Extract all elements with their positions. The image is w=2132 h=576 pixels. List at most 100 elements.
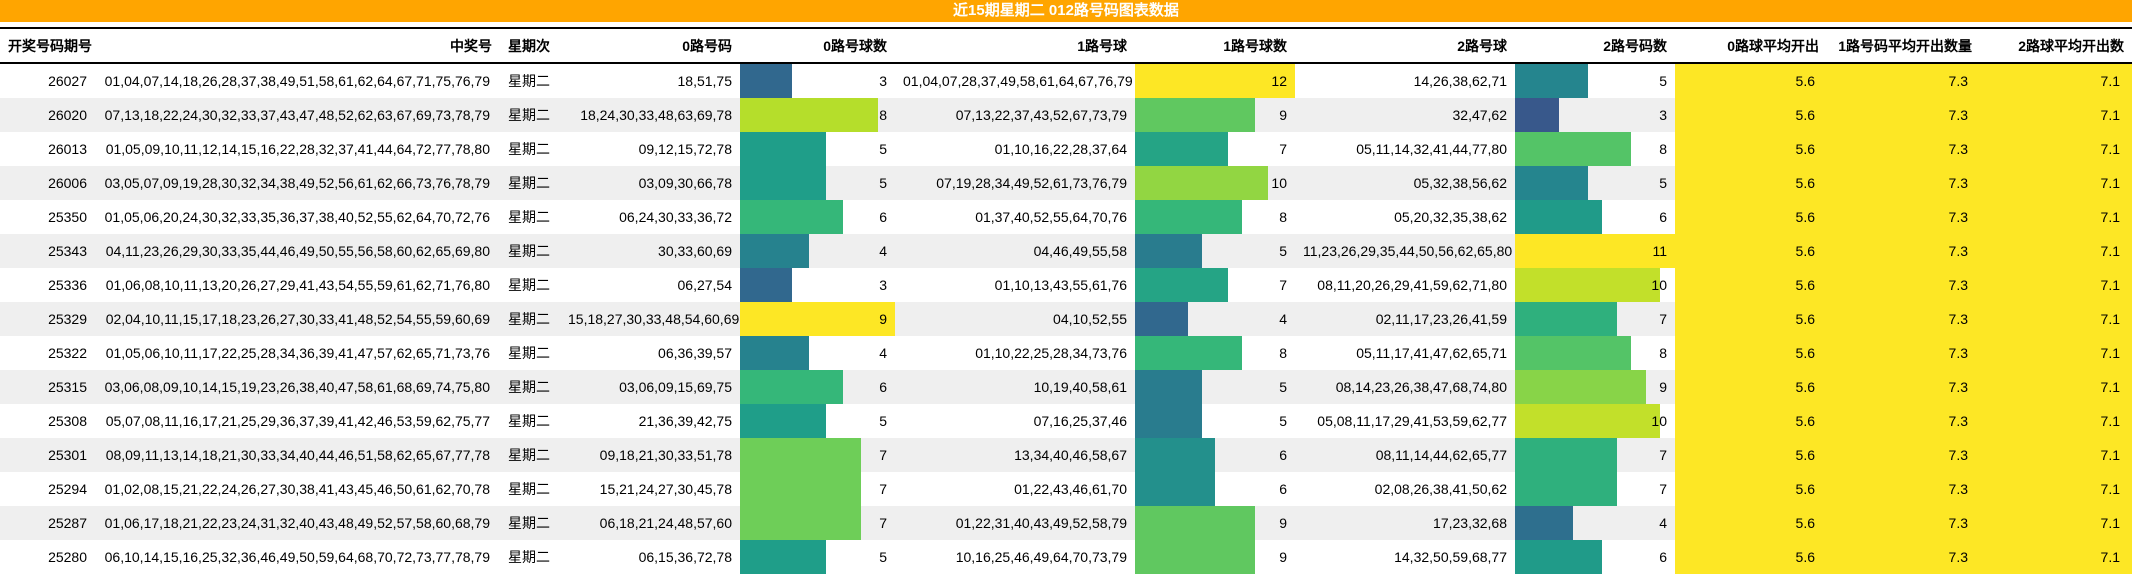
road2-numbers-cell: 02,11,17,23,26,41,59 xyxy=(1375,311,1507,327)
road1-numbers-cell: 07,13,22,37,43,52,67,73,79 xyxy=(955,107,1127,123)
road0-count-value: 7 xyxy=(879,481,887,497)
road1-count: 6 xyxy=(1135,438,1295,472)
avg1-cell: 7.3 xyxy=(1827,404,1980,438)
period-cell: 26013 xyxy=(48,141,87,157)
period-cell: 25308 xyxy=(48,413,87,429)
avg0-cell: 5.6 xyxy=(1675,404,1827,438)
road1-count-value: 7 xyxy=(1279,277,1287,293)
road1-count-value: 10 xyxy=(1271,175,1287,191)
col-header-avg2: 2路球平均开出数 xyxy=(1980,27,2132,64)
avg1-cell: 7.3 xyxy=(1827,63,1980,98)
col-header-avg0: 0路球平均开出 xyxy=(1675,27,1827,64)
road1-numbers-cell: 01,10,16,22,28,37,64 xyxy=(994,141,1127,157)
road2-count-value: 5 xyxy=(1659,175,1667,191)
road1-numbers-cell: 01,04,07,28,37,49,58,61,64,67,76,79 xyxy=(903,73,1133,89)
road1-count: 6 xyxy=(1135,472,1295,506)
winning-numbers-cell: 01,02,08,15,21,22,24,26,27,30,38,41,43,4… xyxy=(104,481,490,497)
week-cell: 星期二 xyxy=(508,243,550,259)
road0-numbers-cell: 03,06,09,15,69,75 xyxy=(619,379,732,395)
road0-count-value: 9 xyxy=(879,311,887,327)
road0-count-bar xyxy=(740,336,809,370)
week-cell: 星期二 xyxy=(508,345,550,361)
road2-count-value: 11 xyxy=(1652,243,1667,259)
avg2-cell: 7.1 xyxy=(1980,540,2132,574)
road2-count-bar xyxy=(1515,64,1588,98)
period-cell: 25336 xyxy=(48,277,87,293)
road1-count-value: 6 xyxy=(1279,447,1287,463)
road2-count: 9 xyxy=(1515,370,1675,404)
avg1-cell: 7.3 xyxy=(1827,234,1980,268)
road0-count-value: 4 xyxy=(879,345,887,361)
road0-count: 5 xyxy=(740,404,895,438)
road2-numbers-cell: 32,47,62 xyxy=(1452,107,1508,123)
road2-count-bar xyxy=(1515,472,1617,506)
avg0-cell: 5.6 xyxy=(1675,166,1827,200)
avg0-cell: 5.6 xyxy=(1675,63,1827,98)
road2-numbers-cell: 05,11,17,41,47,62,65,71 xyxy=(1356,345,1507,361)
road2-count-value: 10 xyxy=(1651,413,1667,429)
table-row: 25343 04,11,23,26,29,30,33,35,44,46,49,50… xyxy=(0,234,2132,268)
period-cell: 25350 xyxy=(48,209,87,225)
road1-numbers-cell: 04,46,49,55,58 xyxy=(1033,243,1127,259)
avg0-cell: 5.6 xyxy=(1675,540,1827,574)
road2-count-bar xyxy=(1515,404,1661,438)
road0-count: 6 xyxy=(740,370,895,404)
page-title: 近15期星期二 012路号码图表数据 xyxy=(0,0,2132,22)
road0-count: 8 xyxy=(740,98,895,132)
road0-numbers-cell: 30,33,60,69 xyxy=(658,243,732,259)
road1-count-bar xyxy=(1135,404,1202,438)
data-table: 开奖号码期号 中奖号 星期次 0路号码 0路号球数 1路号球 1路号球数 2路号… xyxy=(0,27,2132,574)
road1-count-value: 6 xyxy=(1279,481,1287,497)
avg0-cell: 5.6 xyxy=(1675,302,1827,336)
road1-numbers-cell: 01,10,22,25,28,34,73,76 xyxy=(975,345,1127,361)
road2-count-value: 5 xyxy=(1659,73,1667,89)
table-row: 25322 01,05,06,10,11,17,22,25,28,34,36,39… xyxy=(0,336,2132,370)
road2-count: 7 xyxy=(1515,472,1675,506)
road0-numbers-cell: 06,15,36,72,78 xyxy=(638,549,732,565)
winning-numbers-cell: 08,09,11,13,14,18,21,30,33,34,40,44,46,5… xyxy=(105,447,490,463)
road0-count: 3 xyxy=(740,63,895,98)
period-cell: 25280 xyxy=(48,549,87,565)
week-cell: 星期二 xyxy=(508,107,550,123)
avg1-cell: 7.3 xyxy=(1827,472,1980,506)
road0-count-bar xyxy=(740,540,827,574)
road1-count: 5 xyxy=(1135,404,1295,438)
road1-numbers-cell: 01,10,13,43,55,61,76 xyxy=(994,277,1127,293)
road1-count: 10 xyxy=(1135,166,1295,200)
road2-count: 7 xyxy=(1515,438,1675,472)
table-row: 25301 08,09,11,13,14,18,21,30,33,34,40,44… xyxy=(0,438,2132,472)
week-cell: 星期二 xyxy=(508,549,550,565)
table-row: 25294 01,02,08,15,21,22,24,26,27,30,38,41… xyxy=(0,472,2132,506)
road0-count-bar xyxy=(740,268,792,302)
avg1-cell: 7.3 xyxy=(1827,200,1980,234)
col-header-period: 开奖号码期号 xyxy=(0,27,95,64)
road2-count: 3 xyxy=(1515,98,1675,132)
road1-numbers-cell: 04,10,52,55 xyxy=(1053,311,1127,327)
avg1-cell: 7.3 xyxy=(1827,336,1980,370)
road2-count-value: 4 xyxy=(1659,515,1667,531)
road1-count-bar xyxy=(1135,472,1215,506)
avg0-cell: 5.6 xyxy=(1675,370,1827,404)
road0-count-bar xyxy=(740,438,861,472)
table-row: 26013 01,05,09,10,11,12,14,15,16,22,28,32… xyxy=(0,132,2132,166)
road0-count-bar xyxy=(740,200,844,234)
road0-count: 5 xyxy=(740,540,895,574)
road1-count: 7 xyxy=(1135,132,1295,166)
col-header-week: 星期次 xyxy=(500,27,560,64)
avg2-cell: 7.1 xyxy=(1980,370,2132,404)
winning-numbers-cell: 03,05,07,09,19,28,30,32,34,38,49,52,56,6… xyxy=(104,175,490,191)
road0-count: 5 xyxy=(740,132,895,166)
road1-count-bar xyxy=(1135,438,1215,472)
week-cell: 星期二 xyxy=(508,311,550,327)
road1-count-value: 4 xyxy=(1279,311,1287,327)
avg2-cell: 7.1 xyxy=(1980,268,2132,302)
road1-count-value: 5 xyxy=(1279,243,1287,259)
table-header: 开奖号码期号 中奖号 星期次 0路号码 0路号球数 1路号球 1路号球数 2路号… xyxy=(0,27,2132,64)
winning-numbers-cell: 01,05,06,20,24,30,32,33,35,36,37,38,40,5… xyxy=(104,209,490,225)
road2-count-bar xyxy=(1515,200,1603,234)
road0-count-bar xyxy=(740,506,861,540)
avg2-cell: 7.1 xyxy=(1980,132,2132,166)
avg0-cell: 5.6 xyxy=(1675,268,1827,302)
table-row: 25329 02,04,10,11,15,17,18,23,26,27,30,33… xyxy=(0,302,2132,336)
avg2-cell: 7.1 xyxy=(1980,200,2132,234)
